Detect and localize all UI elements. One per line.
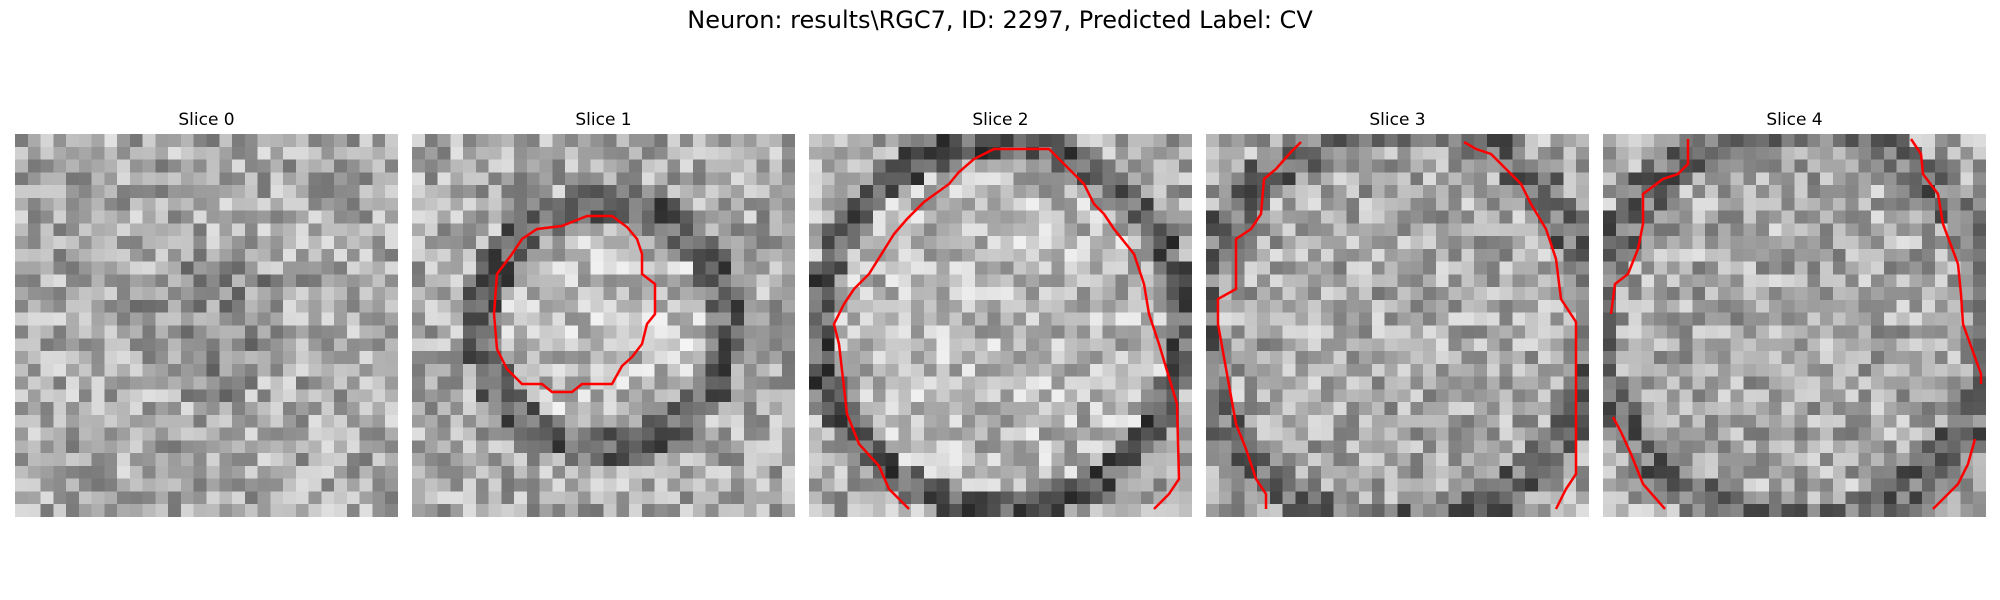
segmentation-contour [492, 214, 657, 394]
slice-panel-4: Slice 4 [1603, 108, 1986, 517]
slice-panel-1: Slice 1 [412, 108, 795, 517]
slice-panel-3: Slice 3 [1206, 108, 1589, 517]
grayscale-patch [15, 134, 398, 517]
slice-title: Slice 4 [1766, 110, 1823, 130]
slice-panel-2: Slice 2 [809, 108, 1192, 517]
slice-title: Slice 1 [575, 110, 632, 130]
microscopy-image [15, 134, 398, 517]
grayscale-patch [1206, 134, 1589, 517]
slice-panel-0: Slice 0 [15, 108, 398, 517]
microscopy-image [809, 134, 1192, 517]
segmentation-contour [832, 147, 1181, 510]
slice-title: Slice 2 [972, 110, 1029, 130]
microscopy-image [1603, 134, 1986, 517]
segmentation-contour [1216, 140, 1578, 510]
grayscale-patch [1603, 134, 1986, 517]
microscopy-image [1206, 134, 1589, 517]
slice-title: Slice 0 [178, 110, 235, 130]
grayscale-patch [809, 134, 1192, 517]
segmentation-contour [1609, 138, 1983, 510]
grayscale-patch [412, 134, 795, 517]
microscopy-image [412, 134, 795, 517]
slice-title: Slice 3 [1369, 110, 1426, 130]
figure-title: Neuron: results\RGC7, ID: 2297, Predicte… [687, 6, 1313, 34]
